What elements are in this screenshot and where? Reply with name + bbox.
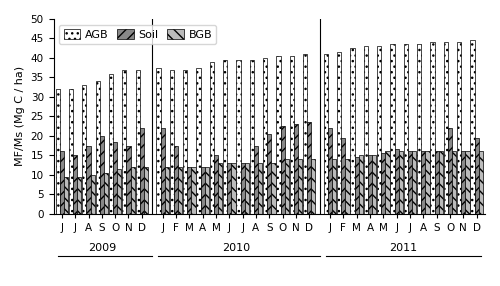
Bar [408,151,412,214]
Bar [136,69,140,214]
Bar [284,159,289,214]
Bar [294,124,298,214]
Bar [474,138,479,214]
Bar [232,163,235,214]
Bar [109,74,113,214]
Bar [412,151,416,214]
Bar [417,44,422,214]
Bar [104,173,108,214]
Bar [170,69,174,214]
Bar [126,146,130,214]
Bar [56,89,60,214]
Bar [332,159,336,214]
Bar [210,62,214,214]
Bar [290,56,294,214]
Bar [394,149,399,214]
Bar [337,52,342,214]
Bar [250,60,254,214]
Bar [113,142,117,214]
Bar [324,54,328,214]
Bar [479,151,483,214]
Bar [434,151,439,214]
Bar [276,56,280,214]
Bar [156,68,160,214]
Bar [130,167,134,214]
Bar [307,122,312,214]
Bar [236,60,240,214]
Bar [122,69,126,214]
Bar [457,42,462,214]
Bar [298,159,302,214]
Bar [64,177,68,214]
Bar [426,151,430,214]
Bar [258,163,262,214]
Bar [359,155,363,214]
Bar [214,155,218,214]
Bar [346,159,350,214]
Bar [244,163,249,214]
Bar [462,151,466,214]
Bar [117,169,121,214]
Bar [178,167,182,214]
Bar [73,155,78,214]
Bar [78,177,82,214]
Bar [280,126,284,214]
Bar [183,69,187,214]
Bar [452,151,456,214]
Bar [254,146,258,214]
Bar [240,163,244,214]
Text: 2010: 2010 [222,243,250,253]
Bar [466,151,469,214]
Bar [272,163,276,214]
Bar [372,155,376,214]
Bar [354,157,359,214]
Bar [342,138,345,214]
Bar [470,40,474,214]
Bar [60,151,64,214]
Bar [174,146,178,214]
Bar [223,60,227,214]
Bar [350,48,354,214]
Bar [227,163,232,214]
Bar [69,89,73,214]
Bar [303,54,307,214]
Bar [96,81,100,214]
Bar [192,167,196,214]
Bar [267,134,272,214]
Bar [382,153,386,214]
Y-axis label: MF/Ms (Mg C / ha): MF/Ms (Mg C / ha) [15,66,25,166]
Bar [386,151,390,214]
Bar [86,146,90,214]
Bar [448,128,452,214]
Bar [204,167,209,214]
Bar [90,175,95,214]
Text: 2009: 2009 [88,243,116,253]
Bar [200,167,204,214]
Bar [439,151,443,214]
Bar [140,128,144,214]
Bar [100,136,104,214]
Bar [218,163,222,214]
Bar [263,58,267,214]
Bar [444,42,448,214]
Bar [312,159,316,214]
Bar [187,167,192,214]
Bar [368,155,372,214]
Bar [399,151,403,214]
Bar [377,46,382,214]
Bar [164,167,169,214]
Bar [364,46,368,214]
Bar [82,85,86,214]
Bar [196,68,200,214]
Bar [144,167,148,214]
Bar [430,42,434,214]
Legend: AGB, Soil, BGB: AGB, Soil, BGB [59,25,216,44]
Bar [160,128,164,214]
Text: 2011: 2011 [390,243,417,253]
Bar [404,44,408,214]
Bar [390,44,394,214]
Bar [328,128,332,214]
Bar [422,151,426,214]
